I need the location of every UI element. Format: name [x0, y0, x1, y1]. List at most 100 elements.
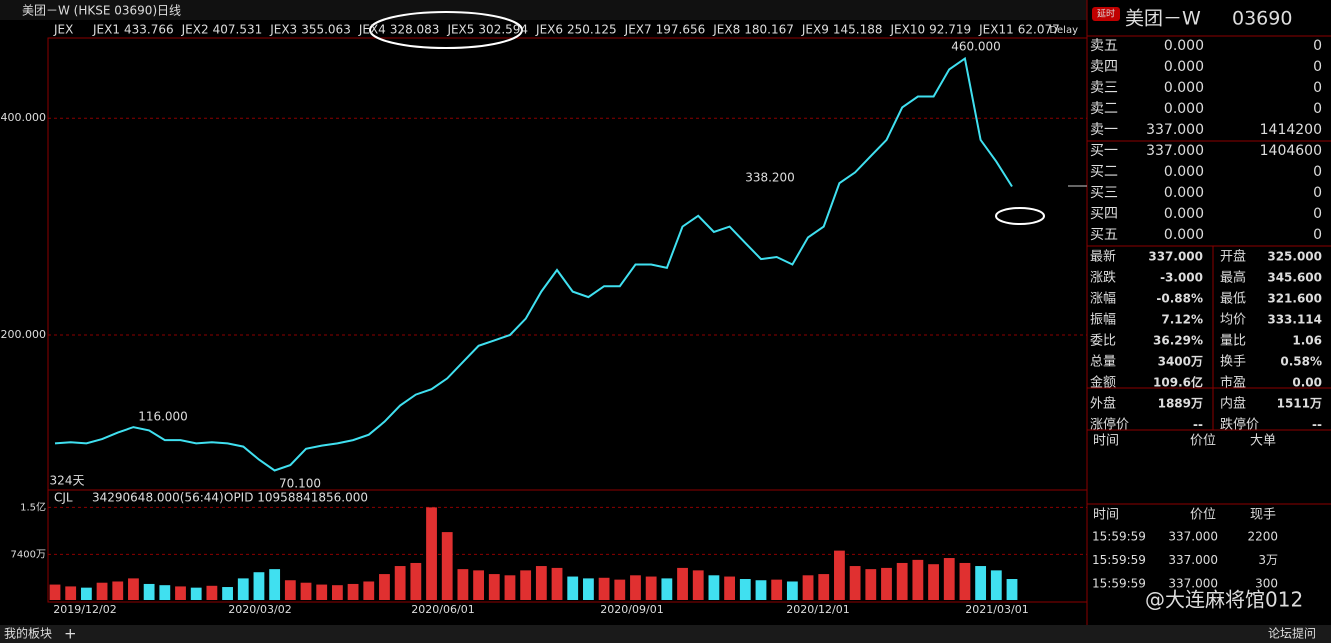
volume-bar: [661, 578, 673, 600]
volume-bar: [818, 574, 830, 600]
x-tick-label: 2020/09/01: [600, 603, 663, 616]
board-tab[interactable]: 我的板块: [4, 626, 52, 641]
indicator-name: JEX2: [181, 23, 209, 37]
volume-bar: [520, 570, 532, 600]
volume-bar: [708, 575, 720, 600]
stat-label: 金额: [1090, 375, 1116, 391]
forum-link[interactable]: 论坛提问: [1268, 626, 1316, 641]
volume-bar: [645, 576, 657, 600]
volume-bar: [881, 567, 892, 600]
volume-bar: [630, 575, 641, 600]
volume-bar: [614, 579, 626, 600]
stat-value: 321.600: [1267, 292, 1322, 306]
stat-label: 最新: [1090, 249, 1116, 265]
delay-label: Delay: [1049, 25, 1078, 36]
book-qty: 0: [1313, 185, 1322, 201]
volume-bar: [222, 587, 233, 600]
book-qty: 0: [1313, 164, 1322, 180]
volume-bar: [206, 585, 218, 600]
add-tab[interactable]: +: [64, 625, 77, 643]
stat-value: 0.00: [1292, 376, 1322, 390]
book-price: 337.000: [1146, 122, 1204, 138]
stat-label: 涨停价: [1090, 417, 1129, 433]
stat-label: 内盘: [1220, 396, 1246, 412]
volume-bar: [379, 574, 390, 600]
indicator-name: JEX5: [446, 23, 474, 37]
trade-time: 15:59:59: [1092, 530, 1146, 544]
table-header: 大单: [1250, 434, 1276, 449]
trade-time: 15:59:59: [1092, 553, 1146, 567]
volume-bar: [190, 587, 202, 600]
volume-bar: [143, 583, 155, 600]
y-tick-label: 200.000: [1, 328, 47, 341]
volume-bar: [535, 566, 547, 600]
indicator-name: JEX6: [535, 23, 563, 37]
quote-name: 美团－W: [1125, 8, 1201, 30]
watermark: @大连麻将馆012: [1145, 588, 1303, 612]
table-header: 时间: [1093, 434, 1119, 449]
trade-price: 337.000: [1168, 553, 1218, 567]
volume-bar: [175, 586, 186, 600]
indicator-value: 250.125: [567, 23, 617, 37]
volume-bar: [739, 579, 751, 600]
stat-value: --: [1193, 418, 1203, 432]
volume-value: 34290648.000(56:44): [92, 491, 224, 505]
volume-bar: [253, 572, 265, 600]
volume-bar: [959, 562, 971, 600]
book-label: 卖四: [1090, 59, 1118, 75]
period-select[interactable]: 日线: [157, 4, 181, 18]
x-tick-label: 2021/03/01: [965, 603, 1028, 616]
volume-bar: [583, 578, 594, 600]
indicator-name: JEX3: [269, 23, 297, 37]
volume-bar: [80, 587, 92, 600]
trade-price: 337.000: [1168, 577, 1218, 591]
indicator-value: 407.531: [213, 23, 263, 37]
window-title: 美团－W (HKSE 03690): [22, 4, 157, 18]
volume-name: CJL: [54, 491, 73, 505]
indicator-name: JEX7: [624, 23, 652, 37]
book-label: 卖五: [1090, 38, 1118, 54]
stat-value: 7.12%: [1161, 313, 1203, 327]
volume-opid: OPID 10958841856.000: [224, 491, 368, 505]
stat-value: 337.000: [1148, 250, 1203, 264]
x-tick-label: 2020/12/01: [786, 603, 849, 616]
stat-label: 量比: [1220, 334, 1246, 349]
book-price: 0.000: [1164, 59, 1204, 75]
highlight-ellipse: [995, 207, 1045, 225]
volume-bar: [928, 564, 939, 600]
volume-bar: [975, 566, 987, 600]
stat-value: -0.88%: [1156, 292, 1203, 306]
volume-bar: [943, 558, 955, 600]
stat-label: 市盈: [1220, 375, 1246, 391]
y-tick-label: 1.5亿: [20, 500, 46, 513]
book-price: 337.000: [1146, 143, 1204, 159]
volume-bar: [771, 579, 783, 600]
indicator-value: 302.594: [478, 23, 528, 37]
x-tick-label: 2020/03/02: [228, 603, 291, 616]
stat-value: 36.29%: [1153, 334, 1203, 348]
book-qty: 0: [1313, 80, 1322, 96]
stat-label: 外盘: [1090, 396, 1116, 412]
volume-bar: [598, 577, 610, 600]
volume-bar: [159, 585, 171, 600]
stat-label: 委比: [1090, 334, 1116, 349]
top-bar: [0, 0, 1087, 20]
volume-bar: [755, 580, 767, 600]
book-qty: 1404600: [1260, 143, 1322, 159]
stat-label: 跌停价: [1220, 417, 1259, 433]
price-annotation: 460.000: [951, 40, 1001, 54]
volume-bar: [1006, 579, 1018, 600]
book-qty: 0: [1313, 101, 1322, 117]
trade-qty: 2200: [1247, 530, 1278, 544]
book-label: 买二: [1090, 164, 1118, 180]
stat-value: 3400万: [1158, 355, 1203, 369]
trade-time: 15:59:59: [1092, 577, 1146, 591]
stat-value: 345.600: [1267, 271, 1322, 285]
volume-bar: [269, 569, 281, 600]
highlight-ellipse: [369, 11, 523, 49]
volume-bar: [802, 575, 814, 600]
stat-value: 1889万: [1158, 397, 1203, 411]
volume-bar: [65, 586, 77, 600]
volume-bar: [284, 580, 296, 600]
